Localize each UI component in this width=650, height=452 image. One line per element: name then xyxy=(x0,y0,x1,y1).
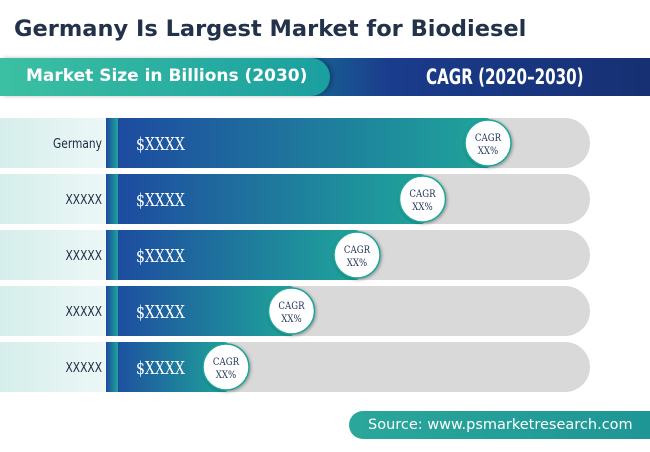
category-label: XXXXX xyxy=(66,304,102,319)
bar-3 xyxy=(106,230,361,280)
row-label-bg xyxy=(0,286,112,336)
cagr-badge xyxy=(267,287,316,335)
bar-left-edge xyxy=(106,230,118,280)
row-label-bg xyxy=(0,174,112,224)
cagr-badge xyxy=(202,343,250,391)
cagr-badge-label: CAGR xyxy=(409,188,436,200)
bar-2 xyxy=(106,174,427,224)
cagr-period-label: CAGR (2020–2030) xyxy=(426,65,584,89)
cagr-badge-label: CAGR xyxy=(213,356,240,368)
cagr-badge-value: XX% xyxy=(216,369,236,381)
cagr-badge-value: XX% xyxy=(478,145,498,157)
bar-5 xyxy=(106,342,230,392)
market-size-label: Market Size in Billions (2030) xyxy=(26,66,308,86)
row-label-bg xyxy=(0,342,112,392)
row-label-bg xyxy=(0,230,112,280)
category-label: Germany xyxy=(53,136,102,151)
cagr-badge-label: CAGR xyxy=(344,244,371,256)
bar-left-edge xyxy=(106,118,118,168)
cagr-badge xyxy=(333,231,381,279)
cagr-badge xyxy=(398,175,447,223)
category-label: XXXXX xyxy=(66,248,102,263)
cagr-badge-value: XX% xyxy=(347,257,367,269)
header-pill xyxy=(0,58,330,96)
source-note: Source: www.psmarketresearch.com xyxy=(349,411,650,439)
bar-left-edge xyxy=(106,342,118,392)
value-label: $XXXX xyxy=(136,245,185,266)
cagr-badge-value: XX% xyxy=(281,313,301,325)
bar-1 xyxy=(106,118,492,168)
value-label: $XXXX xyxy=(136,133,185,154)
cagr-badge xyxy=(464,119,512,167)
cagr-badge-label: CAGR xyxy=(278,300,305,312)
category-label: XXXXX xyxy=(66,192,102,207)
cagr-badge-value: XX% xyxy=(412,201,432,213)
value-label: $XXXX xyxy=(136,189,185,210)
bar-4 xyxy=(106,286,296,336)
bar-left-edge xyxy=(106,286,118,336)
cagr-badge-label: CAGR xyxy=(475,132,502,144)
chart-title: Germany Is Largest Market for Biodiesel xyxy=(14,16,527,42)
value-label: $XXXX xyxy=(136,357,185,378)
category-label: XXXXX xyxy=(66,360,102,375)
bar-left-edge xyxy=(106,174,118,224)
value-label: $XXXX xyxy=(136,301,185,322)
row-label-bg xyxy=(0,118,112,168)
